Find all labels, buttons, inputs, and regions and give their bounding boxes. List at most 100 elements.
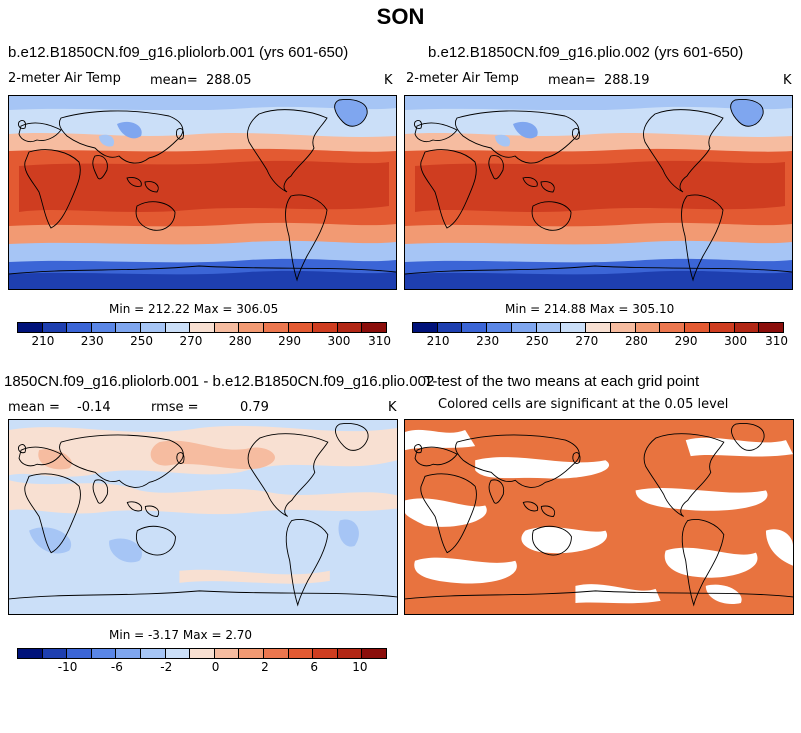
colorbar-swatch xyxy=(561,323,587,332)
colorbar-tick-label: 280 xyxy=(228,334,252,348)
colorbar-swatch xyxy=(214,323,240,332)
panel4-significance-map xyxy=(404,419,794,615)
colorbar-swatch xyxy=(437,323,463,332)
panel3-units: K xyxy=(388,400,397,415)
colorbar-swatch xyxy=(190,323,215,332)
colorbar-tick-label: 10 xyxy=(352,660,368,674)
colorbar-swatch xyxy=(536,323,562,332)
panel2-colorbar xyxy=(412,322,784,333)
panel2-min-max: Min = 214.88 Max = 305.10 xyxy=(505,302,675,316)
panel1-units: K xyxy=(384,73,393,88)
colorbar-tick-label: 230 xyxy=(476,334,500,348)
colorbar-swatch xyxy=(413,323,438,332)
colorbar-tick-label: 300 xyxy=(327,334,351,348)
panel1-colorbar-ticks: 210 230 250 270 280 290 300 310 xyxy=(17,334,391,348)
colorbar-tick-label: 290 xyxy=(674,334,698,348)
colorbar-swatch xyxy=(487,323,512,332)
colorbar-tick-label: 6 xyxy=(310,660,319,674)
colorbar-swatch xyxy=(18,649,43,658)
colorbar-swatch xyxy=(239,649,264,658)
colorbar-swatch xyxy=(190,649,215,658)
panel2-title: b.e12.B1850CN.f09_g16.plio.002 (yrs 601-… xyxy=(428,44,744,61)
panel4-map-graphic xyxy=(405,420,793,614)
panel3-mean-label: mean = xyxy=(8,400,60,415)
colorbar-swatch xyxy=(362,323,386,332)
panel2-temperature-map xyxy=(404,95,793,290)
colorbar-tick-label: 250 xyxy=(130,334,154,348)
colorbar-swatch xyxy=(263,323,289,332)
panel2-mean-label: mean= xyxy=(548,73,596,88)
colorbar-swatch xyxy=(116,649,141,658)
colorbar-swatch xyxy=(140,649,166,658)
colorbar-swatch xyxy=(337,649,363,658)
panel2-mean-value: 288.19 xyxy=(604,73,650,88)
colorbar-tick-label: 310 xyxy=(765,334,788,348)
panel3-difference-map xyxy=(8,419,398,615)
colorbar-swatch xyxy=(511,323,537,332)
colorbar-swatch xyxy=(337,323,363,332)
colorbar-tick-label: 230 xyxy=(80,334,104,348)
panel3-colorbar-ticks: -10 -6 -2 0 2 6 10 xyxy=(17,660,387,674)
colorbar-swatch xyxy=(18,323,43,332)
panel1-mean-label: mean= xyxy=(150,73,198,88)
panel2-units: K xyxy=(783,73,792,88)
panel2-map-graphic xyxy=(405,96,792,289)
panel1-map-graphic xyxy=(9,96,396,289)
colorbar-tick-label: 290 xyxy=(278,334,302,348)
colorbar-swatch xyxy=(586,323,611,332)
colorbar-swatch xyxy=(610,323,636,332)
panel3-min-max: Min = -3.17 Max = 2.70 xyxy=(109,628,253,642)
panel3-rmse-label: rmse = xyxy=(151,400,199,415)
panel3-map-graphic xyxy=(9,420,397,614)
colorbar-swatch xyxy=(462,323,488,332)
colorbar-swatch xyxy=(116,323,141,332)
colorbar-tick-label: -10 xyxy=(57,660,78,674)
panel1-min-max: Min = 212.22 Max = 306.05 xyxy=(109,302,279,316)
colorbar-tick-label: -6 xyxy=(110,660,123,674)
colorbar-tick-label: 270 xyxy=(179,334,203,348)
colorbar-tick-label: -2 xyxy=(160,660,173,674)
colorbar-swatch xyxy=(42,323,68,332)
colorbar-swatch xyxy=(362,649,386,658)
panel1-title: b.e12.B1850CN.f09_g16.pliolorb.001 (yrs … xyxy=(8,44,349,61)
panel3-rmse-value: 0.79 xyxy=(240,400,269,415)
colorbar-swatch xyxy=(214,649,240,658)
colorbar-swatch xyxy=(239,323,264,332)
colorbar-swatch xyxy=(759,323,784,332)
colorbar-swatch xyxy=(660,323,686,332)
colorbar-swatch xyxy=(313,649,338,658)
colorbar-tick-label: 210 xyxy=(31,334,55,348)
colorbar-swatch xyxy=(709,323,735,332)
panel4-title: T-test of the two means at each grid poi… xyxy=(424,373,700,390)
panel3-mean-value: -0.14 xyxy=(77,400,111,415)
colorbar-swatch xyxy=(91,323,117,332)
colorbar-swatch xyxy=(165,649,191,658)
colorbar-swatch xyxy=(91,649,117,658)
panel1-mean-value: 288.05 xyxy=(206,73,252,88)
colorbar-tick-label: 0 xyxy=(211,660,220,674)
colorbar-tick-label: 2 xyxy=(261,660,269,674)
colorbar-swatch xyxy=(288,649,314,658)
colorbar-swatch xyxy=(140,323,166,332)
colorbar-tick-label: 310 xyxy=(368,334,392,348)
colorbar-swatch xyxy=(67,649,92,658)
colorbar-swatch xyxy=(165,323,191,332)
panel3-colorbar xyxy=(17,648,387,659)
colorbar-swatch xyxy=(67,323,92,332)
colorbar-tick-label: 280 xyxy=(624,334,648,348)
panel1-temperature-map xyxy=(8,95,397,290)
colorbar-tick-label: 300 xyxy=(724,334,748,348)
figure-title: SON xyxy=(376,4,425,29)
colorbar-tick-label: 250 xyxy=(525,334,549,348)
panel3-title: 1850CN.f09_g16.pliolorb.001 - b.e12.B185… xyxy=(4,373,435,390)
colorbar-swatch xyxy=(685,323,710,332)
colorbar-swatch xyxy=(635,323,661,332)
colorbar-swatch xyxy=(263,649,289,658)
colorbar-tick-label: 270 xyxy=(575,334,599,348)
colorbar-swatch xyxy=(288,323,314,332)
colorbar-swatch xyxy=(42,649,68,658)
panel2-variable: 2-meter Air Temp xyxy=(406,71,519,86)
panel1-variable: 2-meter Air Temp xyxy=(8,71,121,86)
colorbar-swatch xyxy=(734,323,760,332)
panel4-subtitle: Colored cells are significant at the 0.0… xyxy=(438,397,729,412)
